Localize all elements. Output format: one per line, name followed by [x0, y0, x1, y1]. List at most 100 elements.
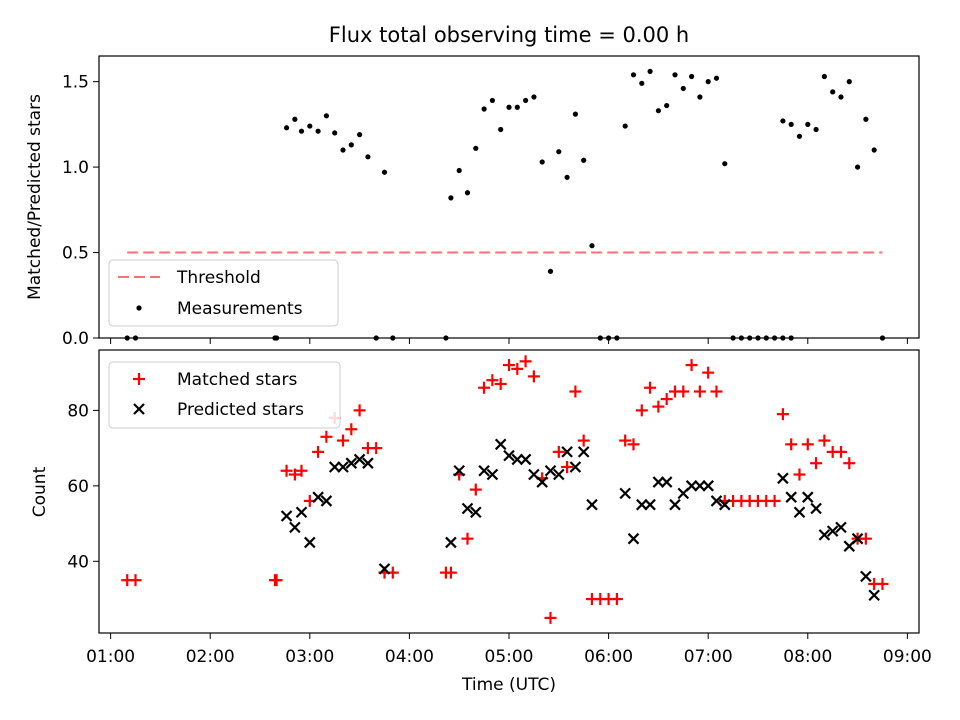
- bottom-legend-box: [108, 361, 341, 429]
- matched-star-point: [503, 359, 515, 372]
- predicted-star-point: [478, 464, 490, 477]
- measurement-point: [863, 116, 869, 122]
- predicted-star-point: [627, 532, 640, 545]
- measurement-point: [705, 79, 711, 85]
- matched-star-point: [469, 483, 482, 496]
- measurement-point: [713, 75, 720, 81]
- bottom-x-tick-label: 05:00: [485, 647, 534, 667]
- measurement-point: [456, 167, 462, 174]
- threshold-legend-label: Threshold: [176, 268, 261, 288]
- matched-star-point: [859, 532, 872, 545]
- measurement-point: [514, 104, 520, 110]
- matched-star-point: [627, 438, 640, 451]
- predicted-star-point: [328, 461, 341, 473]
- matched-star-point: [370, 442, 383, 455]
- matched-star-point: [660, 393, 673, 406]
- matched-star-point: [693, 385, 706, 398]
- bottom-x-tick-label: 09:00: [883, 647, 932, 667]
- predicted-star-point: [445, 536, 457, 549]
- measurement-point: [489, 97, 496, 104]
- predicted-star-point: [345, 457, 358, 469]
- predicted-star-point: [362, 457, 374, 469]
- measurement-point: [448, 195, 454, 201]
- predicted-star-point: [835, 521, 847, 534]
- measurement-point: [639, 80, 645, 86]
- measurement-point: [871, 147, 877, 153]
- measurement-point: [647, 68, 653, 74]
- predicted-star-point: [289, 521, 301, 534]
- predicted-star-point: [719, 498, 731, 511]
- predicted-star-point: [378, 563, 391, 575]
- matched-star-point: [677, 385, 690, 398]
- predicted-star-point: [511, 453, 524, 466]
- measurement-point: [788, 121, 794, 127]
- matched-star-point: [320, 430, 333, 443]
- bottom-x-axis: 01:00 02:00 03:00 04:00 05:00 06:00 07:00 08:00…: [86, 633, 932, 667]
- top-legend: Threshold Measurements: [108, 259, 339, 327]
- matched-star-point: [785, 438, 798, 451]
- predicted-star-point: [569, 461, 582, 473]
- bottom-x-tick-label: 08:00: [783, 647, 832, 667]
- matched-star-point: [478, 381, 491, 394]
- measurement-point: [547, 268, 554, 274]
- matched-star-point: [776, 408, 789, 421]
- measurement-point: [672, 72, 678, 78]
- predicted-star-point: [494, 438, 507, 451]
- top-y-axis-label: Matched/Predicted stars: [25, 94, 45, 300]
- measurement-point: [572, 111, 578, 117]
- measurement-point: [655, 108, 661, 114]
- bottom-panel: 40 60 80 01:00 02:00 03:00 04:00 05:00 06:00 07:…: [30, 349, 932, 695]
- bottom-y-tick-label: 80: [67, 401, 89, 421]
- measurement-point: [630, 72, 637, 78]
- matched-star-point: [527, 370, 540, 383]
- measurement-point: [357, 132, 363, 138]
- measurement-point: [498, 126, 504, 133]
- matched-star-point: [345, 423, 358, 436]
- matched-star-point: [486, 374, 499, 387]
- predicted-star-point: [619, 487, 631, 500]
- measurement-point: [473, 145, 479, 151]
- predicted-star-point: [337, 461, 349, 473]
- measurement-point: [780, 118, 786, 124]
- measurement-point: [680, 85, 686, 92]
- top-legend-box: [108, 259, 339, 327]
- predicted-star-point: [577, 446, 590, 458]
- measurement-point: [854, 164, 861, 170]
- bottom-x-tick-label: 01:00: [86, 647, 135, 667]
- predicted-star-point: [793, 506, 806, 519]
- matched-star-point: [610, 593, 623, 606]
- predicted-star-point: [320, 495, 333, 507]
- measurement-point: [298, 128, 305, 134]
- predicted-star-point: [710, 495, 723, 507]
- predicted-star-point: [652, 476, 665, 488]
- measurement-point: [697, 94, 703, 100]
- matched-star-point: [129, 574, 142, 587]
- measurement-point: [531, 94, 537, 100]
- bottom-y-tick-label: 60: [67, 477, 89, 497]
- measurement-point: [307, 123, 313, 129]
- matched-star-point: [768, 494, 781, 507]
- measurement-point: [539, 159, 545, 165]
- measurement-point: [622, 123, 628, 129]
- predicted-star-point: [553, 468, 565, 481]
- matched-star-point: [561, 460, 574, 473]
- predicted-star-point: [702, 480, 714, 492]
- predicted-star-point: [851, 532, 864, 545]
- bottom-legend: Matched stars Predicted stars: [108, 361, 341, 429]
- predicted-star-point: [561, 446, 573, 458]
- predicted-star-point: [544, 464, 557, 477]
- measurement-point: [838, 94, 844, 100]
- matched-stars-legend-swatch: [133, 373, 145, 385]
- measurement-point: [564, 174, 570, 180]
- predicted-star-point: [295, 506, 308, 519]
- measurement-point: [365, 154, 371, 160]
- measurement-point: [481, 106, 487, 112]
- predicted-star-point: [280, 510, 293, 522]
- predicted-star-point: [461, 502, 474, 515]
- measurement-point: [381, 169, 388, 175]
- matched-star-point: [569, 385, 582, 398]
- matched-star-point: [288, 468, 301, 481]
- matched-star-point: [577, 434, 590, 447]
- matched-star-point: [644, 381, 657, 394]
- predicted-star-point: [669, 498, 681, 511]
